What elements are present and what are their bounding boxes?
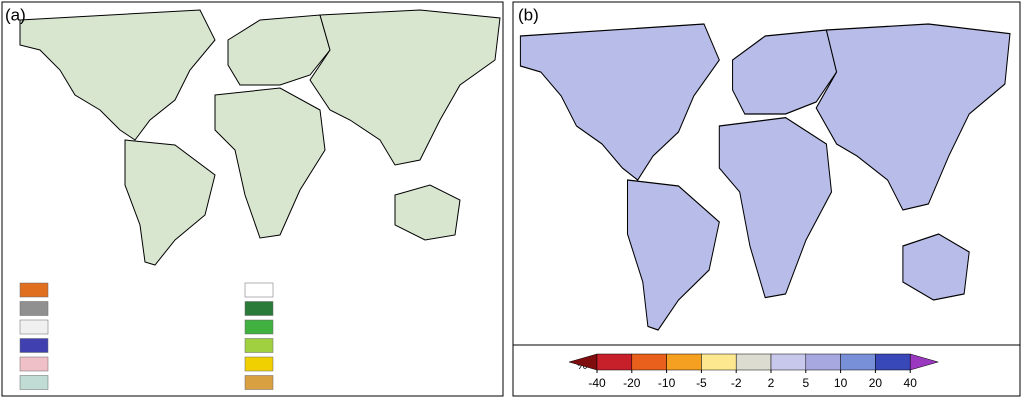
colorbar-tick-label: -40 <box>588 376 606 390</box>
colorbar-end <box>909 353 940 371</box>
colorbar-segment <box>666 353 702 371</box>
legend-swatch <box>244 338 274 353</box>
legend-swatch <box>244 375 274 390</box>
colorbar-tick-label: -2 <box>731 376 742 390</box>
colorbar-tick-label: 20 <box>869 376 883 390</box>
colorbar-tick-label: 40 <box>904 376 918 390</box>
colorbar-tick-label: -10 <box>658 376 676 390</box>
legend-swatch <box>19 338 49 353</box>
colorbar-segment <box>735 353 772 371</box>
colorbar-tick-label: 5 <box>802 376 809 390</box>
legend-swatch <box>19 356 49 372</box>
legend-swatch <box>244 319 274 335</box>
colorbar-segment <box>875 353 911 371</box>
panel-label: (a) <box>5 5 26 24</box>
colorbar-segment <box>701 353 737 371</box>
legend-swatch <box>19 319 49 335</box>
colorbar-tick-label: 10 <box>834 376 848 390</box>
colorbar-segment <box>596 353 633 371</box>
legend-swatch <box>244 301 274 316</box>
colorbar-segment <box>770 353 807 371</box>
colorbar-segment <box>840 353 876 371</box>
panel-label: (b) <box>518 5 539 24</box>
legend-swatch <box>19 282 49 298</box>
legend-swatch <box>19 375 49 390</box>
legend-swatch <box>244 282 274 298</box>
colorbar-tick-label: 2 <box>768 376 775 390</box>
colorbar-segment <box>631 353 667 371</box>
colorbar-tick-label: -20 <box>623 376 641 390</box>
colorbar-segment <box>805 353 841 371</box>
colorbar-tick-label: -5 <box>696 376 707 390</box>
legend-swatch <box>19 301 49 316</box>
legend-swatch <box>244 356 274 372</box>
colorbar: -40 -20 -10 -5 -2 2 5 10 20 40 <box>568 353 940 390</box>
legend <box>19 282 274 390</box>
